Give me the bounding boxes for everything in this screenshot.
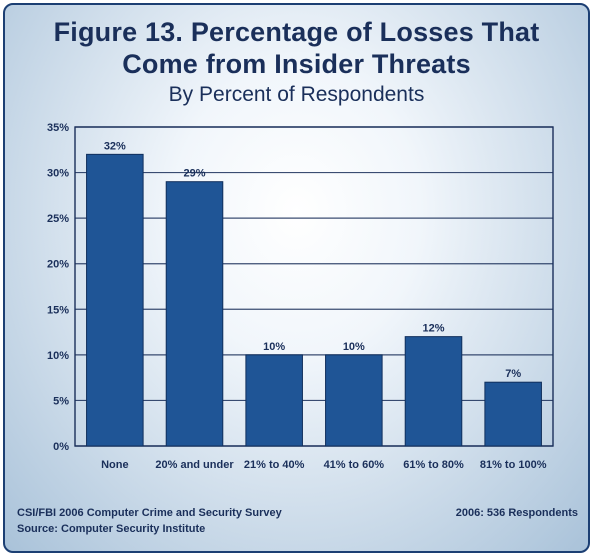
x-tick-label: 81% to 100% <box>480 459 547 471</box>
data-label: 12% <box>422 323 444 335</box>
y-tick-label: 15% <box>47 304 69 316</box>
x-tick-label: 41% to 60% <box>324 459 385 471</box>
data-label: 10% <box>263 341 285 353</box>
bar <box>404 336 463 447</box>
chart-title-line-1: Figure 13. Percentage of Losses That <box>53 17 540 47</box>
x-tick-label: 21% to 40% <box>244 459 305 471</box>
y-tick-label: 20% <box>47 259 69 271</box>
chart-subtitle: By Percent of Respondents <box>168 83 425 106</box>
bar <box>165 181 224 447</box>
data-label: 7% <box>505 368 521 380</box>
y-tick-label: 10% <box>47 350 69 362</box>
bar-chart: 0% 5% 10% 15% 20% 25% 30% 35% 32% None 29% 20% and … <box>47 122 554 471</box>
data-label: 32% <box>104 140 126 152</box>
y-tick-label: 35% <box>47 122 69 134</box>
bar <box>325 354 383 447</box>
y-tick-label: 5% <box>53 395 69 407</box>
source-line-2: Source: Computer Security Institute <box>17 523 206 535</box>
chart-frame: Figure 13. Percentage of Losses That Com… <box>3 3 590 553</box>
data-label: 10% <box>343 341 365 353</box>
source-note: CSI/FBI 2006 Computer Crime and Security… <box>17 505 282 537</box>
bar <box>86 153 144 447</box>
chart-title-line-2: Come from Insider Threats <box>122 49 471 79</box>
y-tick-label: 30% <box>47 168 69 180</box>
y-tick-label: 0% <box>53 441 69 453</box>
bar <box>245 354 303 447</box>
y-tick-label: 25% <box>47 213 69 225</box>
respondents-note: 2006: 536 Respondents <box>455 507 578 519</box>
data-label: 29% <box>183 168 205 180</box>
bar <box>484 381 542 447</box>
x-tick-label: 20% and under <box>155 459 234 471</box>
plot-border <box>74 126 554 447</box>
source-line-1: CSI/FBI 2006 Computer Crime and Security… <box>17 507 282 519</box>
x-tick-label: None <box>101 459 129 471</box>
x-tick-label: 61% to 80% <box>403 459 464 471</box>
